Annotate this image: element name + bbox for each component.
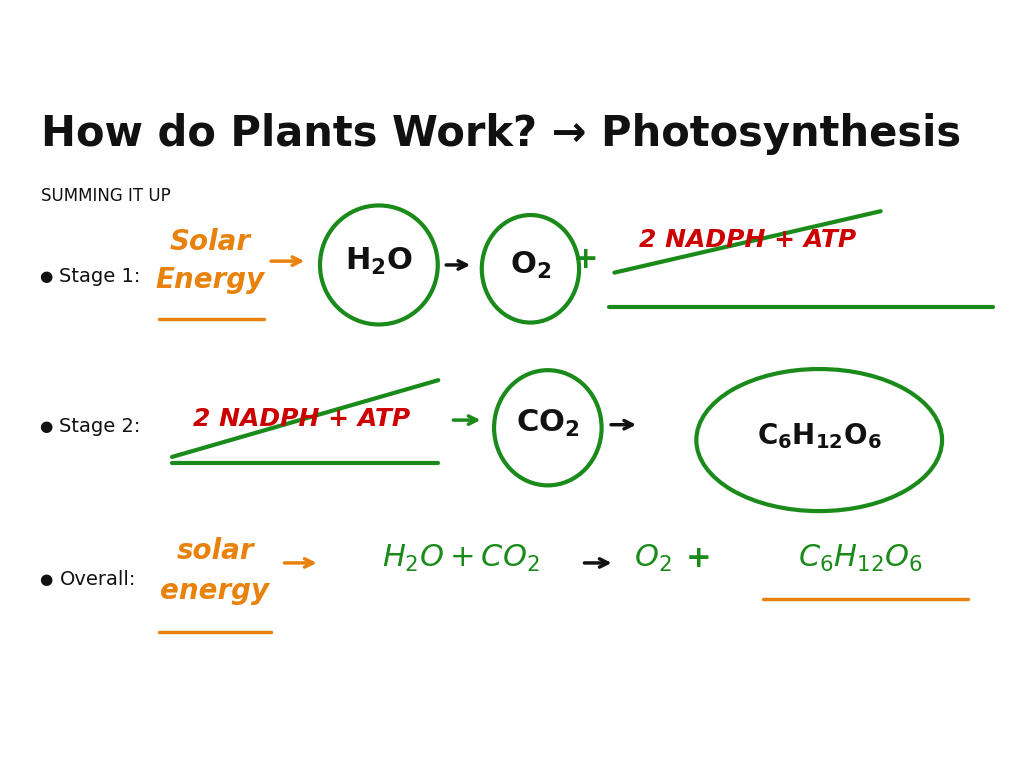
- Text: Stage 2:: Stage 2:: [59, 417, 140, 435]
- Text: Energy: Energy: [156, 266, 264, 294]
- Text: How do Plants Work? → Photosynthesis: How do Plants Work? → Photosynthesis: [41, 114, 962, 155]
- Text: solar: solar: [176, 537, 254, 564]
- Text: ●: ●: [39, 572, 52, 588]
- Text: ●: ●: [39, 419, 52, 434]
- Text: $\mathbf{H_2O}$: $\mathbf{H_2O}$: [345, 246, 413, 276]
- Text: Overall:: Overall:: [59, 571, 136, 589]
- Text: $\mathbf{O_2}$: $\mathbf{O_2}$: [510, 250, 551, 280]
- Text: $H_2O + CO_2$: $H_2O + CO_2$: [382, 543, 540, 574]
- Text: $C_6H_{12}O_6$: $C_6H_{12}O_6$: [798, 543, 923, 574]
- Text: SUMMING IT UP: SUMMING IT UP: [41, 187, 171, 205]
- Text: $O_2$: $O_2$: [634, 543, 671, 574]
- Text: 2 NADPH + ATP: 2 NADPH + ATP: [194, 406, 411, 431]
- Text: Stage 1:: Stage 1:: [59, 267, 140, 286]
- Text: energy: energy: [161, 578, 269, 605]
- Text: +: +: [572, 245, 599, 274]
- Text: ●: ●: [39, 269, 52, 284]
- Text: $\mathbf{CO_2}$: $\mathbf{CO_2}$: [516, 409, 580, 439]
- Text: Solar: Solar: [169, 228, 251, 256]
- Text: $\mathbf{C_6H_{12}O_6}$: $\mathbf{C_6H_{12}O_6}$: [757, 422, 882, 451]
- Text: 2 NADPH + ATP: 2 NADPH + ATP: [639, 227, 856, 252]
- Text: +: +: [685, 544, 712, 573]
